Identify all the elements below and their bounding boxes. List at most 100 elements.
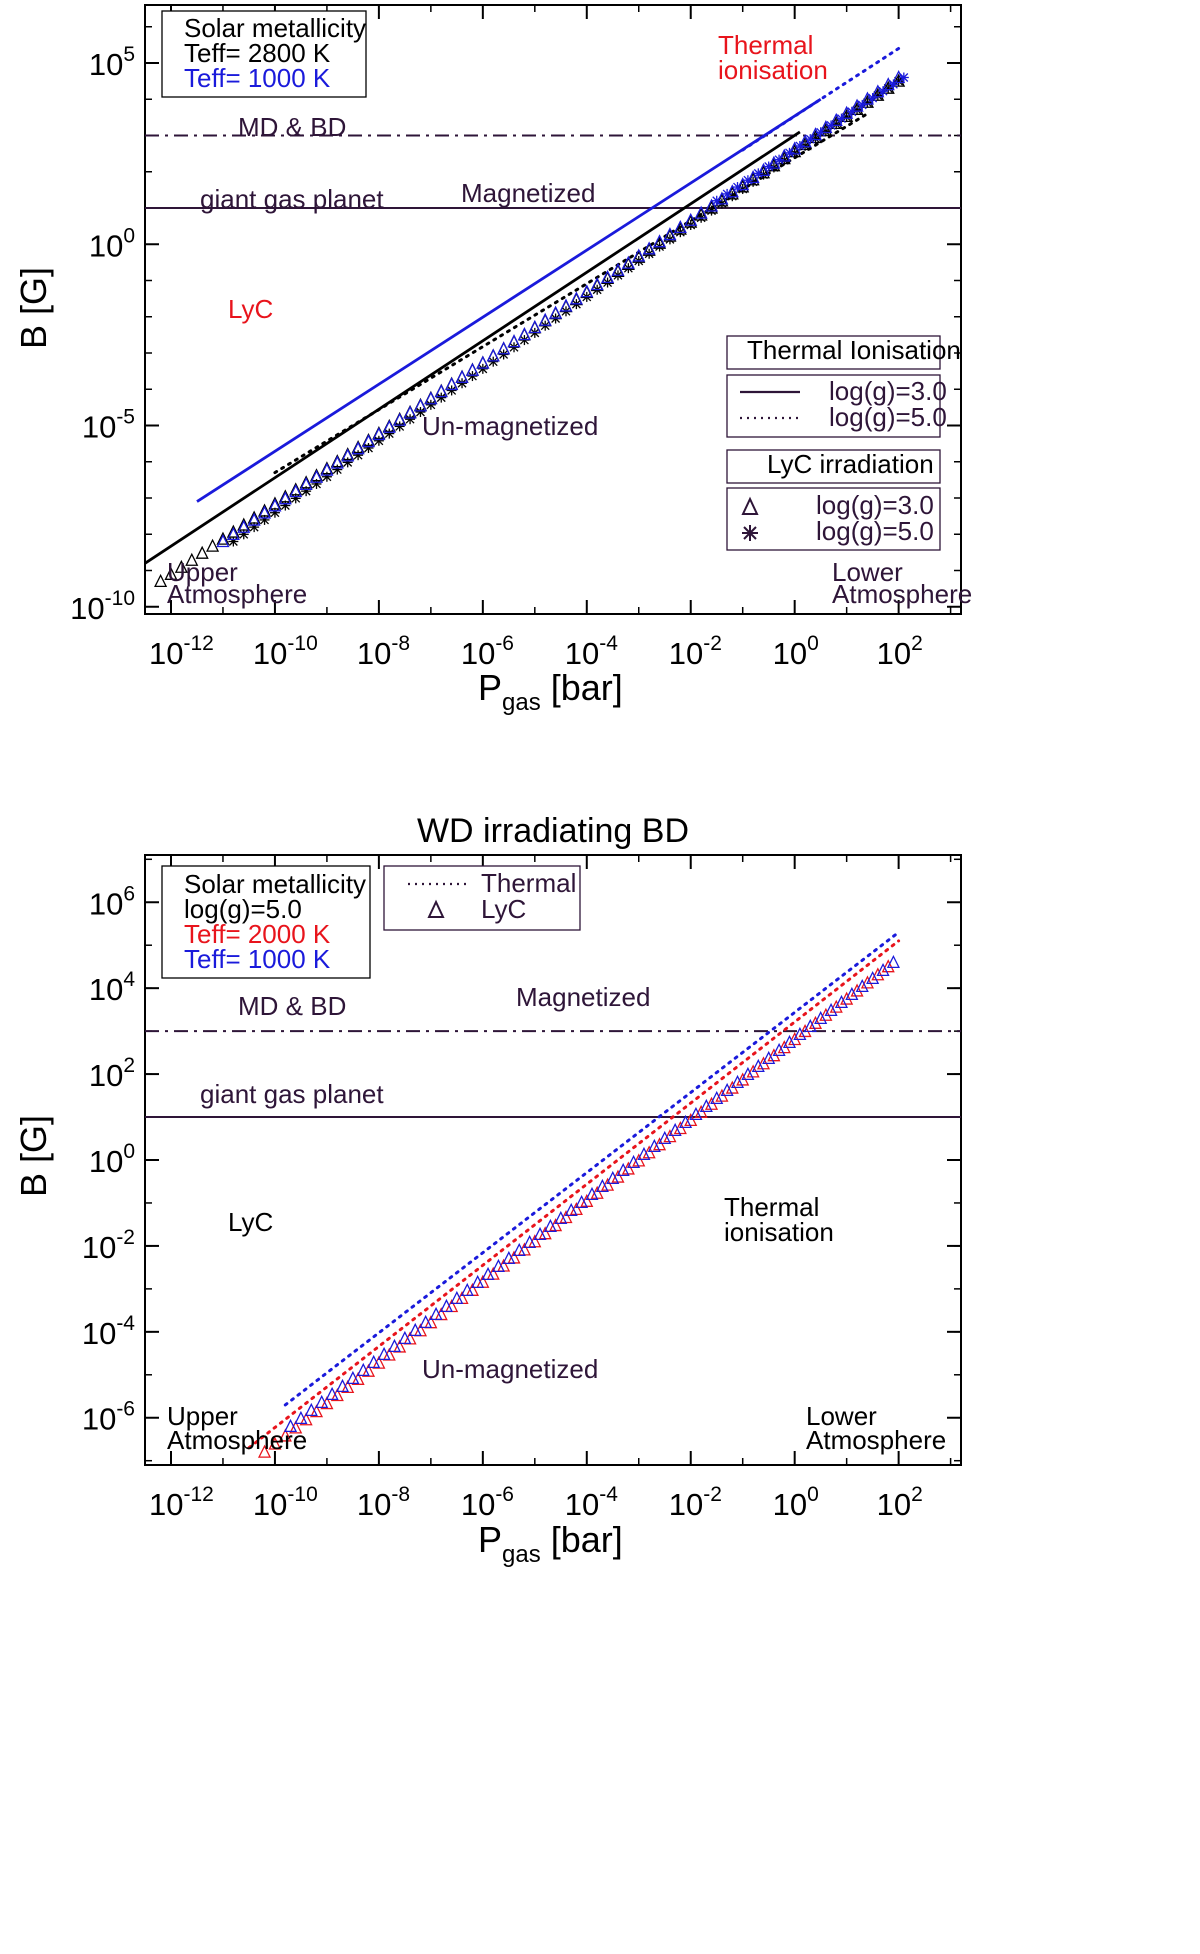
data-point-triangle: [829, 999, 843, 1013]
data-point-triangle: [382, 419, 396, 433]
data-point-triangle: [154, 573, 168, 588]
annotation-ionisation: ionisation: [718, 55, 828, 85]
info-line-4: Teff= 1000 K: [184, 944, 331, 974]
data-point-triangle: [642, 241, 656, 255]
data-point-triangle: [398, 1330, 412, 1344]
y-tick-label: 100: [89, 1140, 135, 1179]
data-point-asterisk: [878, 86, 889, 97]
data-point-triangle: [559, 298, 573, 312]
x-tick-label: 10-10: [253, 1483, 318, 1522]
x-tick-base: 10: [253, 636, 287, 671]
y-tick-base: 10: [89, 1144, 123, 1179]
data-point-triangle: [611, 262, 625, 276]
x-tick-label: 10-8: [357, 632, 410, 671]
data-point-triangle: [663, 227, 677, 241]
plot-frame: [144, 4, 962, 615]
x-tick-base: 10: [669, 1487, 703, 1522]
y-tick-label: 104: [89, 968, 135, 1007]
data-point-triangle: [278, 1428, 292, 1442]
data-point-asterisk: [893, 76, 904, 87]
annotation-upper: Upper: [167, 557, 238, 587]
data-point-triangle: [502, 1250, 516, 1265]
info-box: Solar metallicity Teff= 2800 K Teff= 100…: [161, 10, 367, 98]
y-tick-exponent: -2: [116, 1226, 135, 1249]
x-tick-base: 10: [149, 1487, 183, 1522]
x-tick-label: 10-2: [669, 1483, 722, 1522]
x-tick-exponent: -6: [495, 632, 514, 655]
data-point-asterisk: [332, 464, 343, 475]
annotation-upper: Upper: [167, 1401, 238, 1431]
x-tick-exponent: 2: [911, 1483, 923, 1506]
y-tick-label: 10-5: [82, 406, 135, 445]
annotation-lower-atmosphere: Atmosphere: [806, 1425, 946, 1455]
data-point-triangle: [678, 1114, 693, 1129]
data-point-asterisk: [425, 399, 436, 410]
data-point-triangle: [283, 1418, 298, 1432]
data-point-asterisk: [228, 536, 239, 547]
data-point-asterisk: [888, 79, 899, 90]
data-point-triangle: [216, 531, 230, 545]
data-point-triangle: [549, 305, 563, 319]
data-point-triangle: [829, 112, 843, 126]
data-point-triangle: [517, 327, 531, 341]
y-tick-base: 10: [89, 47, 123, 82]
data-point-triangle: [439, 1298, 454, 1312]
x-tick-label: 10-12: [149, 632, 214, 671]
legend-thermal-entry-2: log(g)=5.0: [829, 402, 947, 432]
data-point-triangle: [320, 1396, 334, 1410]
data-point-triangle: [850, 98, 864, 112]
legend-main: Thermal LyC: [383, 865, 581, 931]
y-tick-label: 10-10: [70, 587, 135, 626]
data-point-triangle: [304, 1402, 318, 1416]
data-point-triangle: [289, 1420, 303, 1434]
y-tick-exponent: 4: [123, 968, 135, 991]
data-point-triangle: [278, 491, 292, 505]
data-point-triangle: [351, 441, 365, 455]
data-point-triangle: [569, 291, 583, 305]
annotation-thermal: Thermal: [718, 30, 813, 60]
data-point-triangle: [814, 1010, 828, 1025]
legend-asterisk-marker: [742, 525, 758, 541]
data-point-triangle: [699, 1098, 713, 1113]
data-series: [247, 930, 901, 1458]
x-tick-label: 100: [773, 632, 819, 671]
x-tick-base: 10: [461, 1487, 495, 1522]
y-tick-label: 106: [89, 882, 135, 921]
data-point-triangle: [673, 219, 687, 234]
data-point-triangle: [309, 1404, 324, 1418]
data-point-asterisk: [321, 471, 332, 482]
data-point-triangle: [512, 1242, 526, 1257]
data-point-triangle: [361, 1363, 376, 1377]
data-point-triangle: [460, 1282, 474, 1296]
y-tick-label: 10-6: [82, 1398, 135, 1437]
data-point-asterisk: [467, 371, 478, 382]
data-point-triangle: [881, 959, 895, 973]
y-tick-label: 100: [89, 224, 135, 263]
data-point-asterisk: [711, 195, 722, 206]
data-point-triangle: [704, 198, 719, 212]
info-line-3: Teff= 1000 K: [184, 63, 331, 93]
x-tick-base: 10: [773, 1487, 807, 1522]
data-point-triangle: [855, 978, 869, 993]
y-tick-label: 102: [89, 1054, 135, 1093]
data-point-asterisk: [436, 392, 447, 403]
annotation-lyc: LyC: [228, 294, 273, 324]
data-point-triangle: [325, 1386, 339, 1400]
x-tick-exponent: -10: [287, 632, 317, 655]
data-point-triangle: [694, 205, 708, 219]
y-tick-label: 10-2: [82, 1226, 135, 1265]
x-axis-ticks: 10-12 10-10 10-8 10-6 10-4 10-2 100 102: [149, 855, 952, 1522]
data-point-triangle: [616, 1162, 630, 1177]
x-tick-base: 10: [357, 636, 391, 671]
data-point-triangle: [762, 1050, 776, 1065]
x-tick-label: 102: [877, 632, 923, 671]
data-point-triangle: [834, 994, 849, 1009]
data-point-asterisk: [311, 478, 322, 489]
y-tick-base: 10: [70, 591, 104, 626]
data-point-triangle: [575, 1194, 589, 1209]
y-tick-base: 10: [89, 972, 123, 1007]
x-tick-base: 10: [461, 636, 495, 671]
data-point-asterisk: [405, 414, 416, 425]
data-point-triangle: [450, 1290, 464, 1304]
